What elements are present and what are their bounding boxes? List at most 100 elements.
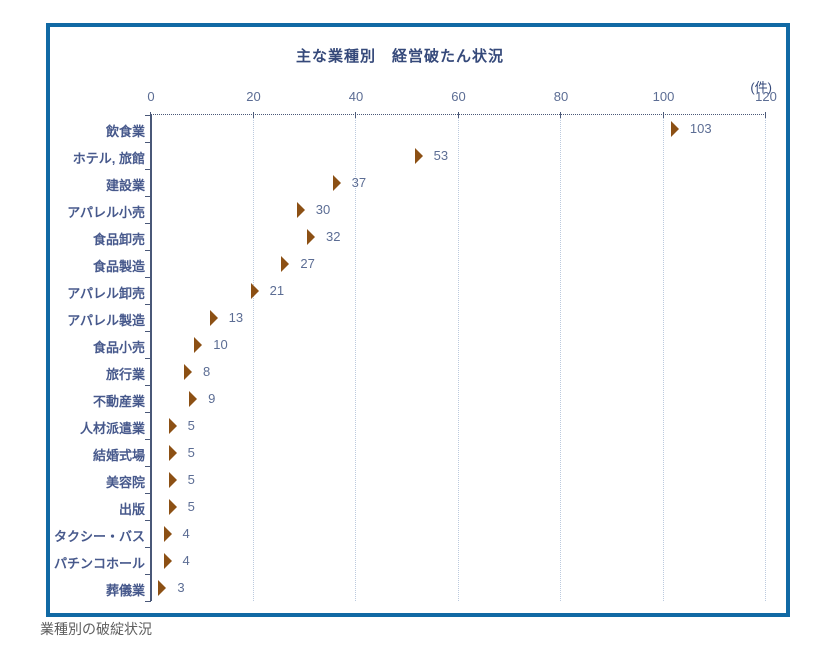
plot-area: 0 20 40 60 80 100 120 飲食業 103 ホテル, 旅館 53 建設業 37 アパレル小…	[54, 89, 777, 602]
bar	[151, 230, 307, 243]
x-axis-tick-60	[457, 112, 459, 118]
category-label: アパレル製造	[67, 312, 145, 328]
y-axis-tick	[145, 546, 151, 548]
y-axis-tick	[145, 195, 151, 197]
bar-end-cap	[163, 525, 172, 542]
value-label: 5	[187, 417, 195, 433]
bar	[151, 554, 164, 567]
bar	[151, 284, 251, 297]
bar-end-cap	[194, 336, 203, 353]
bar-row: パチンコホール 4	[54, 547, 766, 574]
x-axis-tick-100	[662, 112, 664, 118]
value-label: 53	[433, 147, 449, 163]
category-label: 不動産業	[92, 393, 145, 409]
bar-row: 食品卸売 32	[93, 223, 766, 250]
value-label: 5	[187, 444, 195, 460]
bar-row: 食品小売 10	[93, 331, 766, 358]
bar-row: 食品製造 27	[93, 250, 766, 277]
bar	[151, 122, 671, 135]
bar-end-cap	[414, 147, 423, 164]
bar-row: 人材派遣業 5	[80, 412, 766, 439]
bar	[151, 311, 210, 324]
category-label: 食品小売	[92, 339, 145, 355]
value-label: 4	[182, 525, 190, 541]
category-label: 飲食業	[105, 123, 145, 139]
bar	[151, 257, 281, 270]
category-label: 旅行業	[105, 366, 145, 382]
bar-row: アパレル小売 30	[67, 196, 766, 223]
y-axis-tick	[145, 600, 151, 602]
gridline-x-100	[662, 115, 664, 601]
bar-row: 結婚式場 5	[93, 439, 766, 466]
bar-row: 飲食業 103	[106, 115, 766, 142]
bar-end-cap	[250, 282, 259, 299]
value-label: 3	[177, 579, 185, 595]
gridline-x-80	[560, 115, 561, 601]
x-tick-label-0: 0	[147, 89, 155, 104]
category-label: 葬儀業	[105, 582, 145, 598]
bar	[151, 338, 194, 351]
category-label: アパレル小売	[67, 204, 145, 220]
category-label: 人材派遣業	[79, 420, 145, 436]
bar-row: 出版 5	[119, 493, 766, 520]
y-axis-tick	[145, 303, 151, 305]
bar	[151, 527, 164, 540]
unit-label: (件)	[750, 80, 772, 95]
bar	[151, 176, 333, 189]
y-axis-tick	[145, 519, 151, 521]
y-axis-tick	[145, 249, 151, 251]
category-label: アパレル卸売	[67, 285, 145, 301]
bar	[151, 473, 169, 486]
bar	[151, 500, 169, 513]
value-label: 8	[203, 363, 211, 379]
value-label: 37	[351, 174, 367, 190]
bar-row: ホテル, 旅館 53	[73, 142, 766, 169]
bar-row: アパレル製造 13	[67, 304, 766, 331]
figure-caption: 業種別の破綻状況	[40, 621, 152, 637]
bar-row: 美容院 5	[106, 466, 766, 493]
bar	[151, 203, 297, 216]
bar-end-cap	[168, 498, 177, 515]
value-label: 5	[187, 471, 195, 487]
y-axis-tick	[145, 573, 151, 575]
value-label: 4	[182, 552, 190, 568]
bar-end-cap	[168, 444, 177, 461]
y-axis-tick	[145, 141, 151, 143]
category-label: タクシー・バス	[53, 528, 145, 544]
y-axis-tick	[145, 492, 151, 494]
value-label: 10	[213, 336, 228, 352]
category-label: パチンコホール	[53, 555, 145, 571]
gridline-x-60	[457, 115, 459, 601]
y-axis-tick	[145, 411, 151, 413]
category-label: 美容院	[105, 474, 145, 490]
x-axis-tick-20	[252, 112, 254, 118]
bar-end-cap	[281, 255, 290, 272]
gridline-x-40	[355, 115, 356, 601]
bar-row: 建設業 37	[106, 169, 766, 196]
x-axis-tick-40	[355, 112, 356, 118]
bar-end-cap	[158, 579, 167, 596]
value-label: 21	[269, 282, 285, 298]
bar-row: 葬儀業 3	[106, 574, 766, 601]
bar-end-cap	[163, 552, 172, 569]
bar-end-cap	[332, 174, 341, 191]
y-axis-line	[150, 115, 152, 601]
y-axis-tick	[145, 465, 151, 467]
y-axis-tick	[145, 168, 151, 170]
y-axis-tick	[145, 276, 151, 278]
y-axis-tick	[145, 222, 151, 224]
bar-end-cap	[670, 120, 679, 137]
value-label: 32	[326, 228, 341, 244]
value-label: 5	[187, 498, 195, 514]
y-axis-tick	[145, 114, 151, 116]
category-label: ホテル, 旅館	[72, 150, 145, 166]
category-label: 建設業	[105, 177, 145, 193]
x-tick-label-80: 80	[553, 89, 569, 104]
chart-title: 主な業種別 経営破たん状況	[295, 48, 504, 65]
x-tick-label-100: 100	[652, 89, 675, 104]
gridline-x-20	[252, 115, 254, 601]
bar-row: 不動産業 9	[93, 385, 766, 412]
value-label: 30	[315, 201, 331, 217]
category-label: 食品製造	[92, 258, 145, 274]
